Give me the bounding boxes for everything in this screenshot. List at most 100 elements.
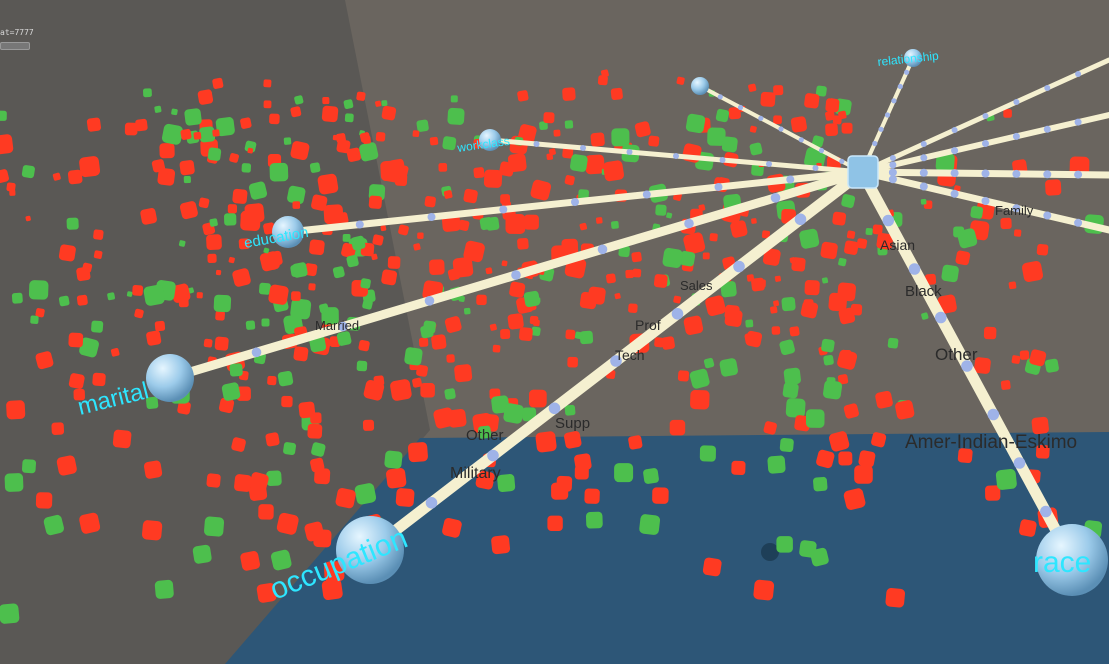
class-high-point[interactable] bbox=[491, 535, 511, 555]
class-low-point[interactable] bbox=[811, 135, 824, 148]
class-high-point[interactable] bbox=[385, 467, 407, 489]
class-high-point[interactable] bbox=[597, 75, 608, 86]
class-high-point[interactable] bbox=[429, 136, 439, 146]
class-high-point[interactable] bbox=[420, 382, 435, 398]
class-low-point[interactable] bbox=[354, 482, 377, 505]
class-low-point[interactable] bbox=[43, 514, 65, 536]
class-low-point[interactable] bbox=[28, 280, 49, 300]
class-high-point[interactable] bbox=[258, 504, 274, 520]
class-high-point[interactable] bbox=[854, 465, 873, 484]
class-high-point[interactable] bbox=[68, 373, 85, 390]
class-high-point[interactable] bbox=[76, 266, 91, 282]
class-high-point[interactable] bbox=[443, 190, 453, 199]
class-high-point[interactable] bbox=[653, 274, 668, 288]
class-high-point[interactable] bbox=[489, 323, 497, 331]
class-high-point[interactable] bbox=[238, 238, 250, 250]
class-high-point[interactable] bbox=[141, 520, 163, 541]
class-high-point[interactable] bbox=[309, 239, 325, 256]
class-high-point[interactable] bbox=[473, 167, 485, 179]
class-high-point[interactable] bbox=[894, 399, 915, 420]
class-high-point[interactable] bbox=[757, 279, 766, 288]
class-high-point[interactable] bbox=[308, 283, 316, 291]
class-low-point[interactable] bbox=[78, 337, 100, 359]
class-high-point[interactable] bbox=[838, 307, 856, 325]
class-high-point[interactable] bbox=[773, 85, 784, 96]
class-low-point[interactable] bbox=[776, 536, 793, 553]
class-low-point[interactable] bbox=[384, 450, 403, 469]
class-high-point[interactable] bbox=[371, 253, 378, 261]
hud-slider[interactable] bbox=[0, 42, 30, 50]
class-high-point[interactable] bbox=[178, 297, 189, 308]
class-low-point[interactable] bbox=[569, 154, 588, 173]
class-high-point[interactable] bbox=[340, 242, 357, 258]
class-low-point[interactable] bbox=[798, 228, 820, 250]
class-high-point[interactable] bbox=[770, 306, 778, 314]
class-low-point[interactable] bbox=[343, 99, 354, 110]
class-low-point[interactable] bbox=[749, 142, 763, 156]
axis-label-relationship[interactable]: relationship bbox=[877, 49, 940, 69]
class-high-point[interactable] bbox=[416, 364, 429, 377]
class-high-point[interactable] bbox=[231, 437, 247, 453]
class-high-point[interactable] bbox=[682, 231, 706, 255]
class-high-point[interactable] bbox=[761, 230, 771, 239]
class-low-point[interactable] bbox=[970, 205, 984, 219]
class-high-point[interactable] bbox=[753, 579, 775, 601]
class-low-point[interactable] bbox=[447, 107, 465, 126]
class-high-point[interactable] bbox=[562, 87, 576, 101]
class-low-point[interactable] bbox=[618, 245, 630, 258]
class-high-point[interactable] bbox=[957, 448, 973, 464]
class-high-point[interactable] bbox=[263, 100, 272, 109]
class-low-point[interactable] bbox=[336, 331, 352, 347]
class-high-point[interactable] bbox=[67, 169, 83, 185]
class-low-point[interactable] bbox=[356, 360, 368, 372]
axis-label-race[interactable]: race bbox=[1033, 546, 1091, 579]
class-high-point[interactable] bbox=[505, 213, 526, 234]
class-low-point[interactable] bbox=[767, 455, 786, 474]
class-high-point[interactable] bbox=[267, 375, 277, 386]
class-high-point[interactable] bbox=[573, 453, 592, 472]
class-high-point[interactable] bbox=[463, 188, 478, 204]
class-low-point[interactable] bbox=[666, 212, 673, 219]
class-high-point[interactable] bbox=[372, 234, 384, 246]
class-low-point[interactable] bbox=[564, 404, 576, 416]
class-low-point[interactable] bbox=[286, 185, 306, 205]
class-low-point[interactable] bbox=[266, 470, 282, 487]
class-high-point[interactable] bbox=[6, 400, 26, 420]
class-high-point[interactable] bbox=[837, 374, 849, 385]
class-high-point[interactable] bbox=[240, 550, 261, 571]
class-low-point[interactable] bbox=[838, 257, 847, 267]
class-high-point[interactable] bbox=[628, 435, 643, 450]
class-low-point[interactable] bbox=[184, 108, 202, 126]
class-high-point[interactable] bbox=[875, 390, 894, 409]
class-high-point[interactable] bbox=[751, 218, 757, 224]
class-high-point[interactable] bbox=[547, 515, 563, 531]
class-high-point[interactable] bbox=[603, 160, 625, 182]
class-low-point[interactable] bbox=[941, 264, 960, 283]
class-high-point[interactable] bbox=[6, 182, 16, 192]
class-high-point[interactable] bbox=[677, 370, 690, 382]
class-high-point[interactable] bbox=[832, 115, 842, 125]
class-high-point[interactable] bbox=[256, 582, 277, 603]
class-high-point[interactable] bbox=[335, 487, 357, 509]
class-high-point[interactable] bbox=[215, 310, 225, 321]
class-high-point[interactable] bbox=[321, 105, 339, 123]
class-low-point[interactable] bbox=[248, 181, 268, 201]
class-low-point[interactable] bbox=[779, 438, 795, 453]
class-high-point[interactable] bbox=[86, 117, 102, 132]
class-high-point[interactable] bbox=[446, 354, 455, 363]
class-high-point[interactable] bbox=[231, 267, 251, 287]
class-low-point[interactable] bbox=[865, 227, 873, 236]
class-high-point[interactable] bbox=[825, 98, 840, 113]
class-low-point[interactable] bbox=[639, 514, 661, 536]
class-high-point[interactable] bbox=[509, 281, 526, 298]
class-high-point[interactable] bbox=[1011, 355, 1021, 364]
class-low-point[interactable] bbox=[782, 382, 799, 399]
class-high-point[interactable] bbox=[447, 408, 467, 428]
class-high-point[interactable] bbox=[314, 468, 331, 485]
class-high-point[interactable] bbox=[203, 338, 213, 348]
class-high-point[interactable] bbox=[563, 430, 582, 449]
class-low-point[interactable] bbox=[531, 326, 541, 336]
class-high-point[interactable] bbox=[293, 346, 309, 362]
class-low-point[interactable] bbox=[263, 247, 270, 254]
